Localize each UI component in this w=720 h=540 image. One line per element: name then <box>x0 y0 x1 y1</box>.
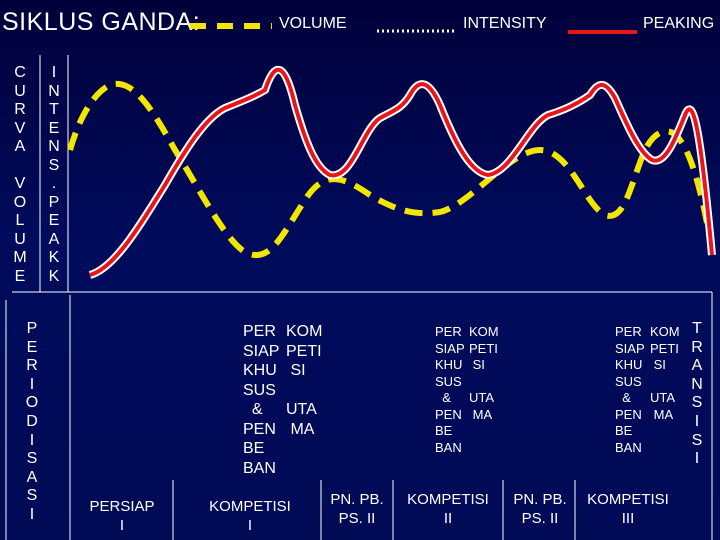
peaking-curve <box>89 67 714 277</box>
legend-intensity-label: INTENSITY <box>463 15 547 32</box>
phase-persiap-1: PERSIAP I <box>89 498 155 534</box>
diagram-title: SIKLUS GANDA: <box>2 8 201 36</box>
phase-kompetisi-1: KOMPETISI I <box>209 498 291 534</box>
legend-peaking-label: PEAKING <box>643 15 715 32</box>
phase-pn-pb-2: PN. PB. PS. II <box>513 491 567 527</box>
label-curva-volume: C U R V A V O L U M E <box>13 64 27 285</box>
block1-right-text: KOM PETI SI UTA MA <box>286 323 323 438</box>
block3-left-text: PER SIAP KHU SUS & PEN BE BAN <box>615 324 645 455</box>
intensity-curve <box>88 65 716 279</box>
phase-kompetisi-2: KOMPETISI II <box>407 491 489 527</box>
label-transisi: T R A N S I S I <box>691 320 703 468</box>
label-periodisasi: P E R I O D I S A S I <box>25 320 39 523</box>
frame-lines <box>5 55 713 540</box>
block2-left-text: PER SIAP KHU SUS & PEN BE BAN <box>435 324 465 455</box>
legend-swatches <box>190 23 637 34</box>
phase-kompetisi-3: KOMPETISI III <box>587 491 669 527</box>
block1-left-text: PER SIAP KHU SUS & PEN BE BAN <box>243 323 280 477</box>
block3-right-text: KOM PETI SI UTA MA <box>650 324 680 422</box>
label-intens-peak: I N T E N S . P E A K K <box>48 64 60 285</box>
volume-curve <box>67 80 715 259</box>
block2-right-text: KOM PETI SI UTA MA <box>469 324 499 422</box>
legend-volume-label: VOLUME <box>279 15 347 32</box>
phase-pn-pb-1: PN. PB. PS. II <box>330 491 384 527</box>
